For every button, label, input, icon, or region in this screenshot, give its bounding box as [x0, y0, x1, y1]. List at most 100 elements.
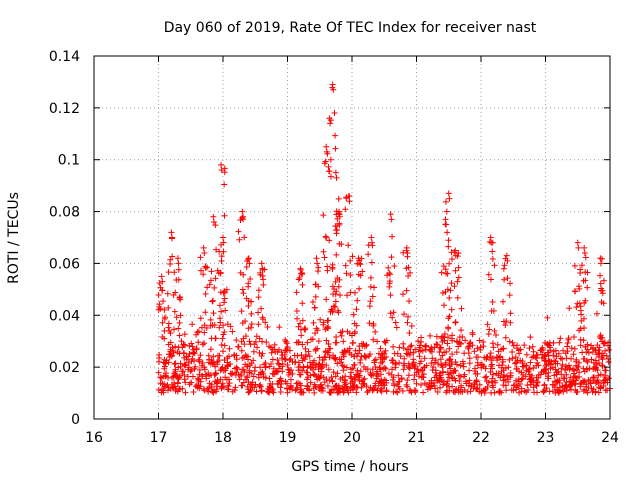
- data-point: [229, 328, 236, 335]
- data-point: [302, 325, 309, 332]
- data-point: [169, 234, 176, 241]
- data-point: [491, 327, 498, 334]
- data-point: [603, 352, 610, 359]
- data-point: [575, 373, 582, 380]
- data-point: [454, 338, 461, 345]
- data-point: [522, 373, 529, 380]
- data-point: [321, 254, 328, 261]
- data-point: [474, 385, 481, 392]
- data-point: [351, 328, 358, 335]
- data-point: [404, 319, 411, 326]
- data-point: [388, 254, 395, 261]
- data-point: [274, 356, 281, 363]
- data-point: [225, 386, 232, 393]
- data-point: [443, 348, 450, 355]
- data-point: [220, 234, 226, 241]
- data-point: [458, 327, 465, 334]
- data-point: [169, 344, 176, 351]
- data-point: [358, 378, 365, 385]
- data-point: [351, 353, 358, 360]
- x-tick-label: 18: [214, 430, 232, 446]
- data-point: [563, 379, 570, 386]
- data-point: [182, 389, 189, 396]
- data-point: [335, 388, 342, 395]
- data-point: [469, 331, 476, 338]
- data-point: [190, 389, 197, 396]
- data-point: [320, 248, 327, 255]
- data-point: [546, 342, 553, 349]
- data-point: [310, 319, 317, 326]
- data-point: [164, 387, 171, 394]
- data-point: [449, 383, 456, 390]
- data-point: [568, 345, 575, 352]
- data-point: [328, 389, 335, 396]
- data-point: [338, 332, 345, 339]
- data-point: [404, 377, 411, 384]
- data-point: [183, 353, 190, 360]
- x-tick-label: 17: [150, 430, 168, 446]
- data-point: [282, 347, 289, 354]
- data-point: [567, 381, 574, 388]
- data-point: [195, 339, 202, 346]
- data-point: [313, 255, 320, 262]
- data-point: [551, 384, 558, 391]
- data-point: [233, 356, 240, 363]
- data-point: [372, 356, 379, 363]
- data-point: [293, 289, 300, 296]
- data-point: [186, 350, 193, 357]
- data-point: [573, 356, 580, 363]
- data-point: [334, 389, 341, 396]
- data-point: [485, 271, 492, 278]
- data-point: [356, 260, 363, 267]
- data-point: [477, 346, 484, 353]
- data-point: [577, 303, 584, 310]
- data-point: [437, 372, 444, 379]
- data-point: [418, 374, 425, 381]
- data-point: [412, 387, 419, 394]
- data-point: [268, 349, 275, 356]
- data-point: [351, 289, 358, 296]
- data-point: [346, 198, 353, 205]
- data-point: [214, 358, 221, 365]
- data-point: [245, 379, 252, 386]
- data-point: [198, 324, 205, 331]
- data-point: [329, 81, 336, 88]
- data-point: [251, 341, 258, 348]
- data-point: [371, 359, 378, 366]
- data-point: [481, 354, 488, 361]
- data-point: [547, 361, 554, 368]
- data-point: [339, 362, 346, 369]
- data-point: [361, 353, 368, 360]
- data-point: [204, 264, 211, 271]
- data-point: [529, 343, 536, 350]
- data-point: [155, 386, 162, 393]
- data-point: [541, 366, 548, 373]
- data-point: [197, 254, 204, 261]
- data-point: [561, 385, 568, 392]
- data-point: [189, 373, 196, 380]
- y-tick-labels: 0 0.02 0.04 0.06 0.08 0.1 0.12 0.14: [49, 49, 80, 428]
- data-point: [601, 339, 608, 346]
- data-point: [495, 348, 502, 355]
- data-point: [165, 269, 172, 276]
- data-point: [231, 351, 238, 358]
- data-point: [347, 272, 354, 279]
- data-point: [221, 299, 228, 306]
- data-point: [441, 331, 448, 338]
- data-point: [386, 270, 393, 277]
- data-point: [489, 382, 496, 389]
- data-point: [354, 297, 361, 304]
- data-point: [245, 256, 252, 263]
- data-point: [500, 265, 507, 272]
- data-point: [356, 285, 363, 292]
- data-point: [162, 360, 169, 367]
- data-point: [240, 366, 247, 373]
- data-point: [540, 389, 547, 396]
- data-point: [582, 343, 589, 350]
- data-point: [266, 343, 273, 350]
- data-point: [206, 281, 213, 288]
- data-point: [221, 342, 228, 349]
- data-point: [259, 338, 266, 345]
- data-point: [378, 351, 385, 358]
- data-point: [299, 269, 306, 276]
